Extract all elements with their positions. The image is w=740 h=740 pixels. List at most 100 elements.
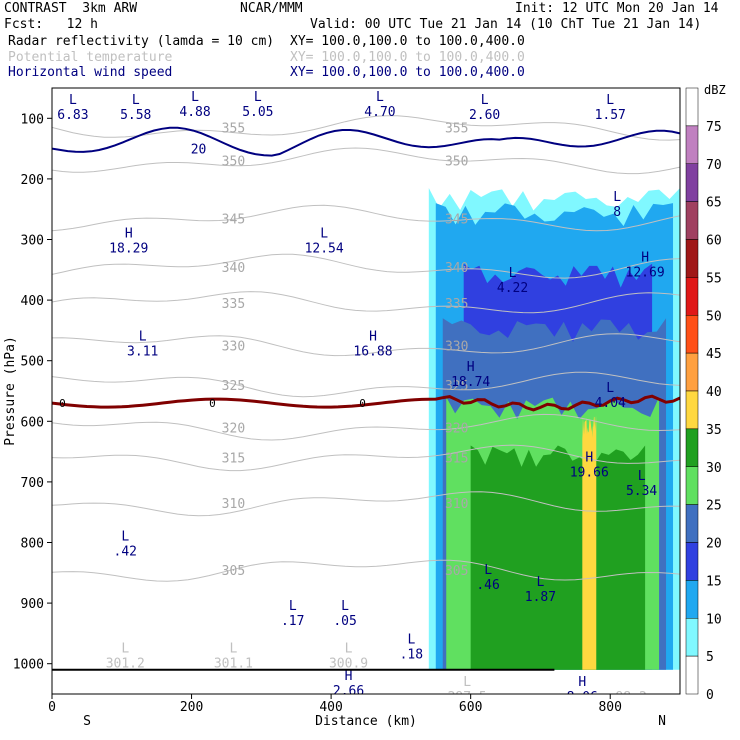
colorbar-swatch	[685, 390, 699, 430]
x-end-label-north: N	[658, 714, 666, 729]
colorbar-swatch	[685, 655, 699, 695]
extremum-value: 5.58	[120, 108, 151, 123]
theta-contour-label: 330	[445, 340, 468, 355]
theta-contour-305	[52, 559, 680, 582]
extremum-letter: L	[407, 633, 415, 648]
theta-contour-label: 325	[222, 379, 245, 394]
extremum-letter: L	[638, 469, 646, 484]
theta-contour-label: 345	[445, 212, 468, 227]
extremum-letter: L	[121, 642, 129, 657]
x-end-label-south: S	[83, 714, 91, 729]
extremum-label: L5.05	[242, 90, 273, 120]
extremum-letter: L	[463, 675, 471, 690]
theta-contour-label: 345	[222, 212, 245, 227]
theta-contour-label: 310	[222, 497, 245, 512]
x-tick-label: 200	[180, 700, 203, 715]
theta-contour-label: 335	[445, 297, 468, 312]
extremum-letter: L	[484, 563, 492, 578]
extremum-letter: L	[376, 90, 384, 105]
colorbar-swatch	[685, 504, 699, 543]
extremum-label: L.05	[333, 599, 356, 629]
extremum-label: L4.22	[497, 266, 528, 296]
colorbar-tick-label: 20	[706, 537, 722, 552]
extremum-value: .46	[476, 578, 499, 593]
extremum-label: 98.2	[615, 690, 646, 705]
y-axis-label: Pressure (hPa)	[3, 336, 18, 446]
x-tick-label: 0	[48, 700, 56, 715]
theta-contour-345	[52, 204, 680, 232]
extremum-value: 4.22	[497, 281, 528, 296]
theta-contour-label: 350	[222, 155, 245, 170]
freezing-level-label: 0	[359, 397, 366, 410]
extremum-label: H18.29	[109, 227, 148, 257]
extremum-value: 4.70	[364, 105, 395, 120]
valid-time: Valid: 00 UTC Tue 21 Jan 14 (10 ChT Tue …	[310, 17, 702, 32]
extremum-letter: H	[369, 330, 377, 345]
theta-contour-335	[52, 291, 680, 314]
extremum-value: 98.2	[615, 690, 646, 705]
extremum-letter: L	[132, 93, 140, 108]
theta-contour-label: 355	[222, 121, 245, 136]
field-reflectivity-xy: XY= 100.0,100.0 to 100.0,400.0	[290, 34, 525, 49]
colorbar-tick-label: 55	[706, 271, 722, 286]
colorbar-swatch	[685, 315, 699, 354]
extremum-label: H12.69	[626, 251, 665, 281]
extremum-label: L4.70	[364, 90, 395, 120]
extremum-value: .42	[114, 545, 137, 560]
theta-contour-320	[52, 413, 680, 441]
colorbar-tick-label: 50	[706, 309, 722, 324]
extremum-label: L5.34	[626, 469, 657, 499]
model-name: CONTRAST 3km ARW	[4, 1, 138, 16]
extremum-value: 300.9	[329, 657, 368, 672]
theta-contour-label: 330	[222, 340, 245, 355]
extremum-letter: L	[230, 642, 238, 657]
theta-contour-label: 310	[445, 497, 468, 512]
extremum-value: 8.06	[567, 690, 598, 705]
theta-contour-label: 305	[445, 564, 468, 579]
colorbar-tick-label: 25	[706, 499, 722, 514]
wind-contour-20	[52, 126, 680, 157]
extremum-value: 301.2	[106, 657, 145, 672]
extremum-value: 3.11	[127, 345, 158, 360]
field-wind-xy: XY= 100.0,100.0 to 100.0,400.0	[290, 65, 525, 80]
theta-contour-label: 320	[445, 421, 468, 436]
colorbar-swatch	[685, 466, 699, 505]
y-tick-label: 800	[21, 537, 44, 552]
extremum-letter: L	[289, 599, 297, 614]
extremum-letter: L	[320, 227, 328, 242]
colorbar-swatch	[685, 87, 699, 127]
extremum-value: 1.57	[595, 108, 626, 123]
extremum-value: 18.74	[451, 375, 490, 390]
colorbar-tick-label: 30	[706, 461, 722, 476]
extremum-label: L.46	[476, 563, 499, 593]
extremum-label: L.18	[400, 633, 423, 663]
y-tick-label: 400	[21, 294, 44, 309]
theta-contour-label: 350	[445, 155, 468, 170]
x-tick-label: 400	[319, 700, 342, 715]
y-tick-label: 100	[21, 112, 44, 127]
colorbar-tick-label: 75	[706, 120, 722, 135]
freezing-level-line	[52, 394, 680, 412]
extremum-label: L.17	[281, 599, 304, 629]
y-tick-label: 200	[21, 173, 44, 188]
y-tick-label: 900	[21, 597, 44, 612]
extremum-value: .05	[333, 614, 356, 629]
extremum-value: 19.66	[570, 466, 609, 481]
extremum-value: .17	[281, 614, 304, 629]
extremum-label: H2.66	[333, 669, 364, 694]
extremum-label: L1.57	[595, 93, 626, 123]
extremum-label: L5.58	[120, 93, 151, 123]
extremum-value: 12.54	[305, 242, 344, 257]
extremum-value: 301.1	[214, 657, 253, 672]
colorbar-tick-label: 35	[706, 423, 722, 438]
extremum-value: 2.60	[469, 108, 500, 123]
field-wind: Horizontal wind speed	[8, 65, 173, 80]
theta-contour-label: 340	[222, 261, 245, 276]
y-tick-label: 300	[21, 234, 44, 249]
extremum-label: L4.88	[179, 90, 210, 120]
extremum-label: L3.11	[127, 330, 158, 360]
extremum-letter: H	[345, 669, 353, 684]
y-tick-label: 600	[21, 415, 44, 430]
extremum-value: 5.34	[626, 484, 657, 499]
